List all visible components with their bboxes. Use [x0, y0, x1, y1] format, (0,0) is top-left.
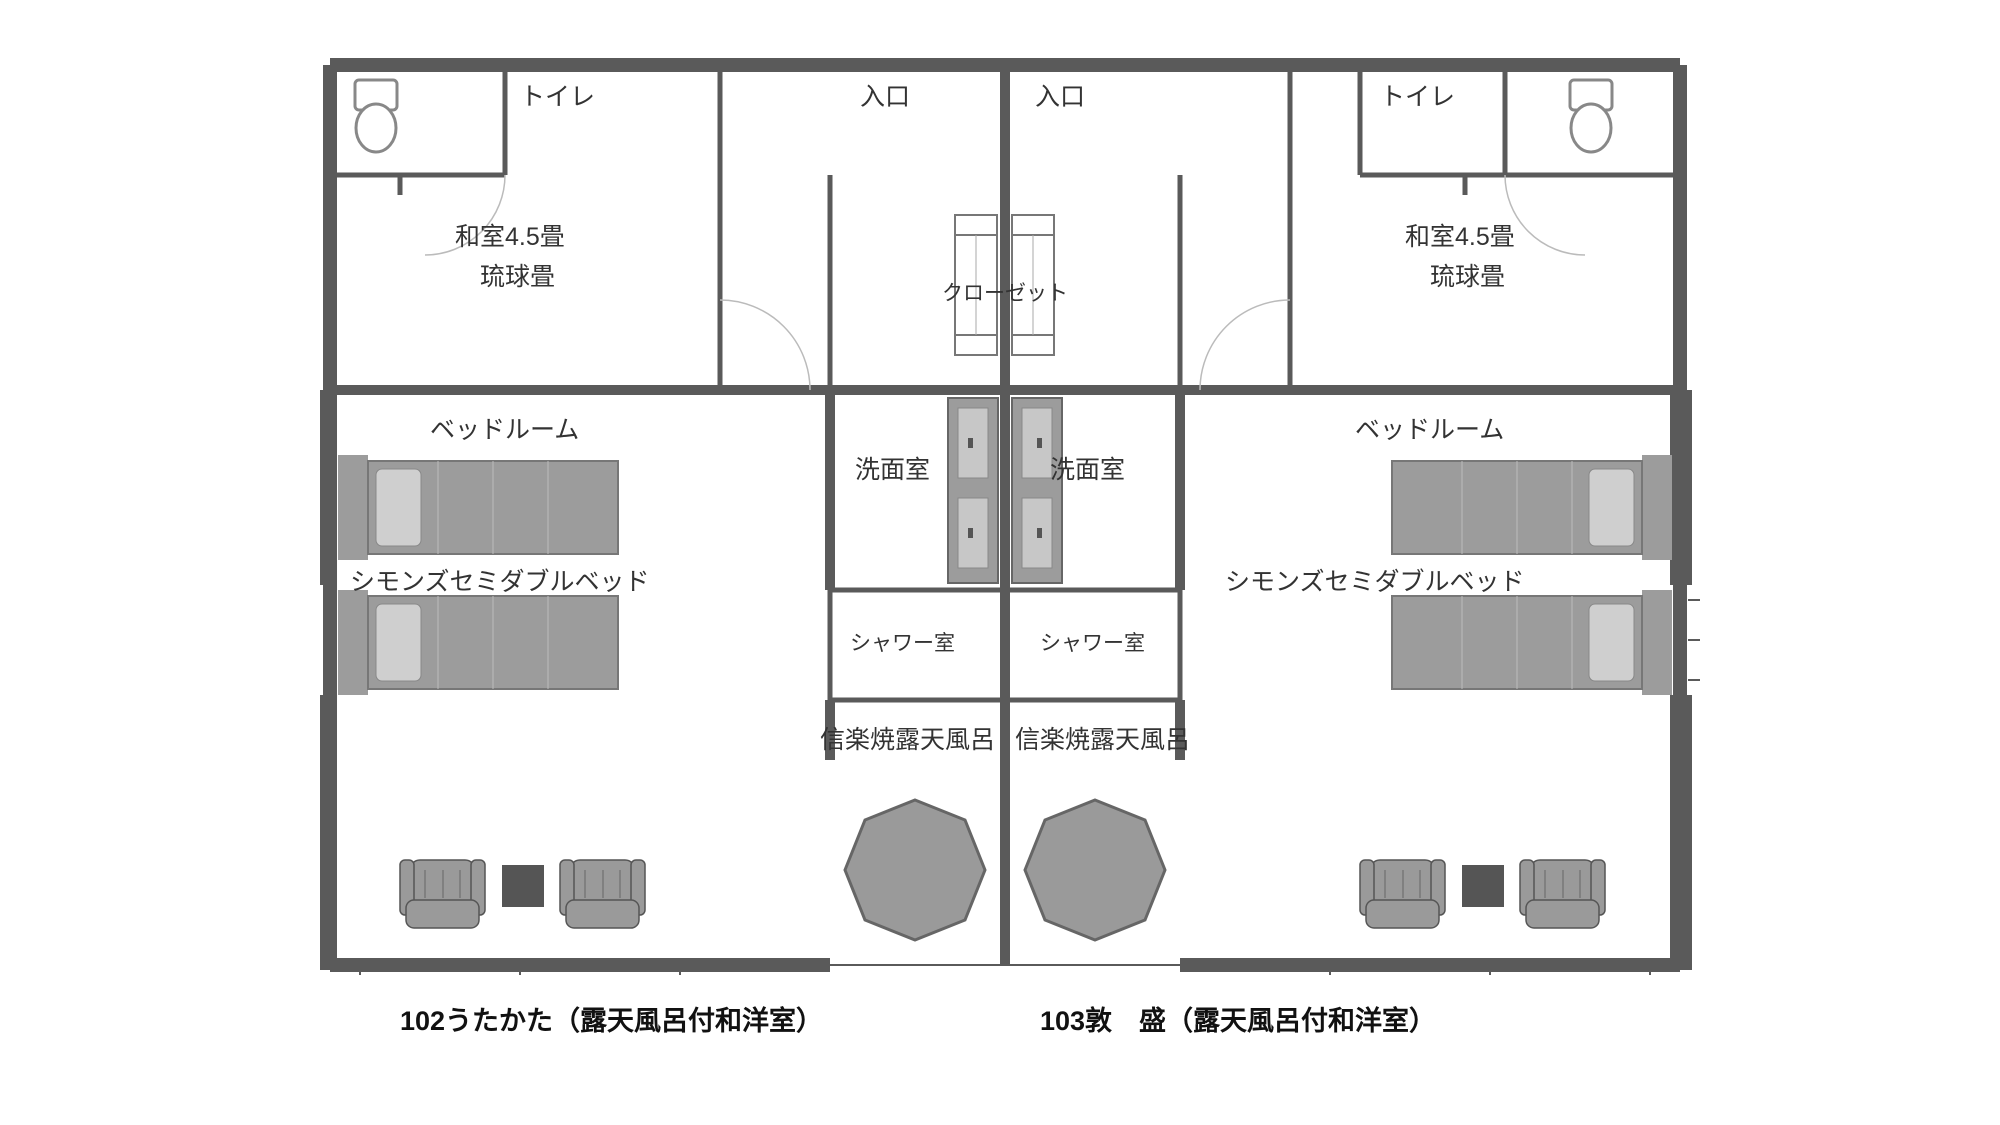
- label-toilet-r: トイレ: [1380, 83, 1455, 111]
- label-shower-l: シャワー室: [850, 632, 955, 655]
- label-bed-r: シモンズセミダブルベッド: [1225, 568, 1525, 596]
- label-tatami-l2: 琉球畳: [480, 263, 555, 291]
- bed-right-1: [1392, 455, 1672, 560]
- bed-left-2: [338, 590, 618, 695]
- vanity-right: [1012, 398, 1062, 583]
- label-toilet-l: トイレ: [520, 83, 595, 111]
- label-shower_r: シャワー室: [1040, 632, 1145, 655]
- sidetable-l: [502, 865, 544, 907]
- chair-r1: [1360, 860, 1445, 928]
- label-entry-l: 入口: [860, 83, 910, 111]
- toilet-right: [1570, 80, 1612, 152]
- sidetable-r: [1462, 865, 1504, 907]
- label-tatami-l1: 和室4.5畳: [455, 223, 565, 251]
- chair-l1: [400, 860, 485, 928]
- label-wash-r: 洗面室: [1050, 456, 1125, 484]
- label-bath-l: 信楽焼露天風呂: [820, 726, 995, 754]
- caption-left: 102うたかた（露天風呂付和洋室）: [400, 1005, 823, 1036]
- label-closet: クローゼット: [942, 282, 1068, 305]
- label-bed-l: シモンズセミダブルベッド: [350, 568, 650, 596]
- label-bath-r: 信楽焼露天風呂: [1015, 726, 1190, 754]
- label-tatami-r2: 琉球畳: [1430, 263, 1505, 291]
- label-wash-l: 洗面室: [855, 456, 930, 484]
- label-tatami-r1: 和室4.5畳: [1405, 223, 1515, 251]
- label-entry-r: 入口: [1035, 83, 1085, 111]
- tub-left: [845, 800, 985, 940]
- label-bedroom-l: ベッドルーム: [430, 416, 579, 444]
- tub-right: [1025, 800, 1165, 940]
- floorplan: トイレ トイレ 入口 入口 和室4.5畳 琉球畳 和室4.5畳 琉球畳 クローゼ…: [0, 0, 2000, 1125]
- vanity-left: [948, 398, 998, 583]
- label-bedroom-r: ベッドルーム: [1355, 416, 1504, 444]
- chair-l2: [560, 860, 645, 928]
- bed-left-1: [338, 455, 618, 560]
- caption-right: 103敦 盛（露天風呂付和洋室）: [1040, 1005, 1436, 1036]
- toilet-left: [355, 80, 397, 152]
- chair-r2: [1520, 860, 1605, 928]
- bed-right-2: [1392, 590, 1672, 695]
